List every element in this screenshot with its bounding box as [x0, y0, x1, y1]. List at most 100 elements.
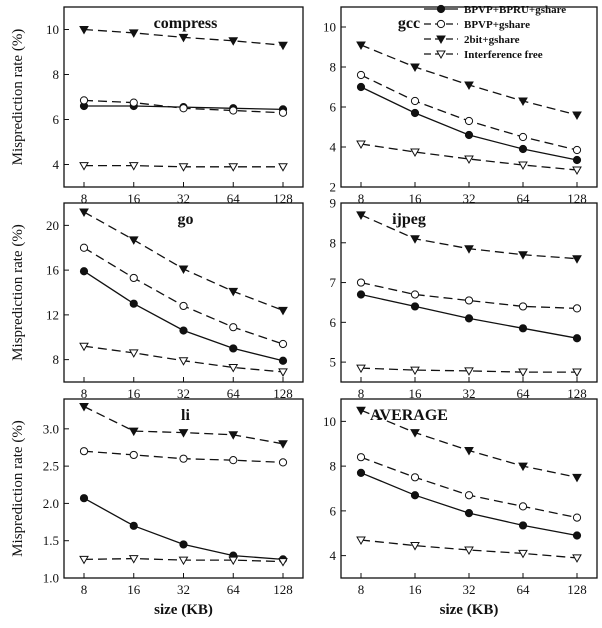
panel-li-xtick-label: 16 — [127, 582, 141, 597]
panel-gcc-series-0-marker — [518, 144, 528, 154]
panel-compress-series-1-marker — [179, 104, 188, 113]
panel-ijpeg-series-3-marker — [356, 364, 366, 374]
panel-go-xtick-label: 16 — [127, 386, 141, 401]
panel-compress-title: compress — [154, 15, 218, 32]
panel-gcc-series-0-marker — [464, 130, 474, 140]
x-axis-label: size (KB) — [154, 602, 213, 618]
panel-average-ytick-label: 4 — [330, 548, 337, 563]
panel-average-series-3-line — [360, 539, 578, 559]
panel-compress-series-1-marker — [79, 96, 89, 105]
panel-compress-series-1 — [79, 96, 288, 117]
panel-gcc-series-2-marker — [410, 63, 420, 73]
panel-ijpeg-xtick-label: 128 — [567, 386, 587, 401]
panel-ijpeg-xtick-label: 16 — [409, 386, 423, 401]
panel-average-series-2-marker — [464, 446, 474, 456]
panel-ijpeg-ytick-label: 6 — [330, 315, 337, 330]
y-axis-label: Misprediction rate (%) — [10, 420, 26, 557]
panel-compress-xtick-label: 32 — [177, 191, 190, 206]
panel-gcc-series-3-marker — [410, 148, 420, 158]
panel-ijpeg-series-2-marker — [410, 235, 420, 244]
panel-ijpeg-series-2-marker — [572, 255, 582, 264]
panel-average-xtick-label: 128 — [567, 582, 587, 597]
panel-ijpeg-title: ijpeg — [392, 211, 426, 228]
panel-gcc-series-1-marker — [518, 132, 528, 142]
legend-label: Interference free — [464, 49, 543, 61]
panel-average-series-1-marker — [518, 502, 528, 511]
panel-go-series-3-marker — [278, 368, 288, 377]
panel-average-series-3-marker — [518, 549, 528, 559]
panel-ijpeg-xtick-label: 32 — [463, 386, 476, 401]
panel-average-series-3-marker — [464, 546, 474, 556]
panel-li-series-0-marker — [179, 540, 188, 549]
panel-go-ytick-label: 16 — [46, 263, 60, 278]
panel-go-title: go — [178, 211, 194, 228]
panel-gcc-series-2-marker — [572, 111, 582, 121]
panel-li-series-3-marker — [278, 558, 288, 567]
panel-gcc-title: gcc — [398, 15, 420, 32]
panel-gcc-series-1 — [356, 70, 582, 155]
panel-li-series-2-marker — [178, 429, 189, 438]
panel-ijpeg-series-0-marker — [572, 334, 582, 343]
panel-compress-ytick-label: 8 — [53, 67, 60, 82]
panel-go-series-1-marker — [278, 339, 288, 349]
panel-compress-series-3-marker — [228, 163, 239, 172]
panel-go-series-3 — [79, 342, 288, 377]
panel-compress-series-2-marker — [79, 26, 89, 35]
panel-li-series-2-marker — [128, 427, 139, 437]
panel-li-ytick-label: 1.5 — [43, 533, 59, 548]
panel-ijpeg-series-3-line — [360, 367, 577, 373]
panel-compress-xtick-label: 64 — [227, 191, 241, 206]
panel-average-xtick-label: 64 — [517, 582, 531, 597]
panel-go-xtick-label: 64 — [227, 386, 241, 401]
panel-gcc-series-3-line — [360, 143, 578, 171]
panel-average-series-2-marker — [518, 462, 528, 472]
panel-ijpeg-series-3 — [356, 364, 582, 378]
panel-ijpeg-series-0-marker — [464, 314, 474, 323]
panel-go-series-1 — [79, 243, 288, 349]
panel-go-series-2-marker — [228, 287, 239, 297]
panel-li-series-3-marker — [178, 556, 189, 566]
panel-li-series-3-marker — [228, 556, 239, 566]
panel-ijpeg-series-1-marker — [518, 302, 528, 311]
panel-li-series-0-marker — [79, 494, 89, 503]
panel-gcc-series-0 — [356, 82, 582, 165]
panel-ijpeg-series-1-line — [360, 281, 578, 310]
panel-go-series-1-marker — [79, 243, 89, 252]
legend-1-marker — [436, 19, 446, 29]
panel-li-ytick-label: 1.0 — [43, 571, 59, 586]
panel-gcc-ytick-label: 10 — [323, 20, 336, 35]
panel-ijpeg-series-2-marker — [464, 245, 474, 254]
panel-ijpeg-xtick-label: 8 — [358, 386, 365, 401]
panel-go-series-3-marker — [79, 342, 89, 352]
panel-gcc-xtick-label: 16 — [409, 191, 423, 206]
panel-go-xtick-label: 128 — [273, 386, 293, 401]
panel-ijpeg-ytick-label: 9 — [330, 196, 337, 211]
panel-go-series-0-marker — [129, 299, 138, 308]
panel-ijpeg-series-0-marker — [518, 324, 528, 333]
panel-li-xtick-label: 8 — [81, 582, 88, 597]
panel-compress-series-1-marker — [278, 108, 288, 117]
panel-average-xtick-label: 8 — [358, 582, 365, 597]
panel-average-ytick-label: 8 — [330, 459, 337, 474]
panel-compress-xtick-label: 8 — [81, 191, 88, 206]
panel-compress-series-3 — [79, 162, 288, 172]
panel-li-ytick-label: 3.0 — [43, 421, 59, 436]
panel-li-series-2-marker — [228, 431, 239, 440]
panel-compress-series-3-marker — [178, 163, 189, 172]
legend-2-marker — [436, 35, 446, 45]
panel-li-title: li — [181, 407, 190, 424]
panel-gcc-ytick-label: 6 — [330, 100, 337, 115]
panel-go-series-2-marker — [79, 208, 89, 217]
panel-li-series-1-marker — [179, 454, 188, 463]
panel-gcc-series-3-marker — [518, 161, 528, 171]
panel-go-series-0-marker — [179, 326, 188, 335]
panel-ijpeg-series-0-marker — [356, 290, 366, 299]
panel-li-xtick-label: 64 — [227, 582, 241, 597]
legend-label: BPVP+BPRU+gshare — [464, 4, 566, 16]
panel-gcc-series-1-marker — [410, 96, 420, 106]
panel-gcc-series-1-marker — [356, 70, 366, 80]
legend-label: 2bit+gshare — [464, 34, 520, 46]
panel-compress-ytick-label: 4 — [53, 157, 60, 172]
